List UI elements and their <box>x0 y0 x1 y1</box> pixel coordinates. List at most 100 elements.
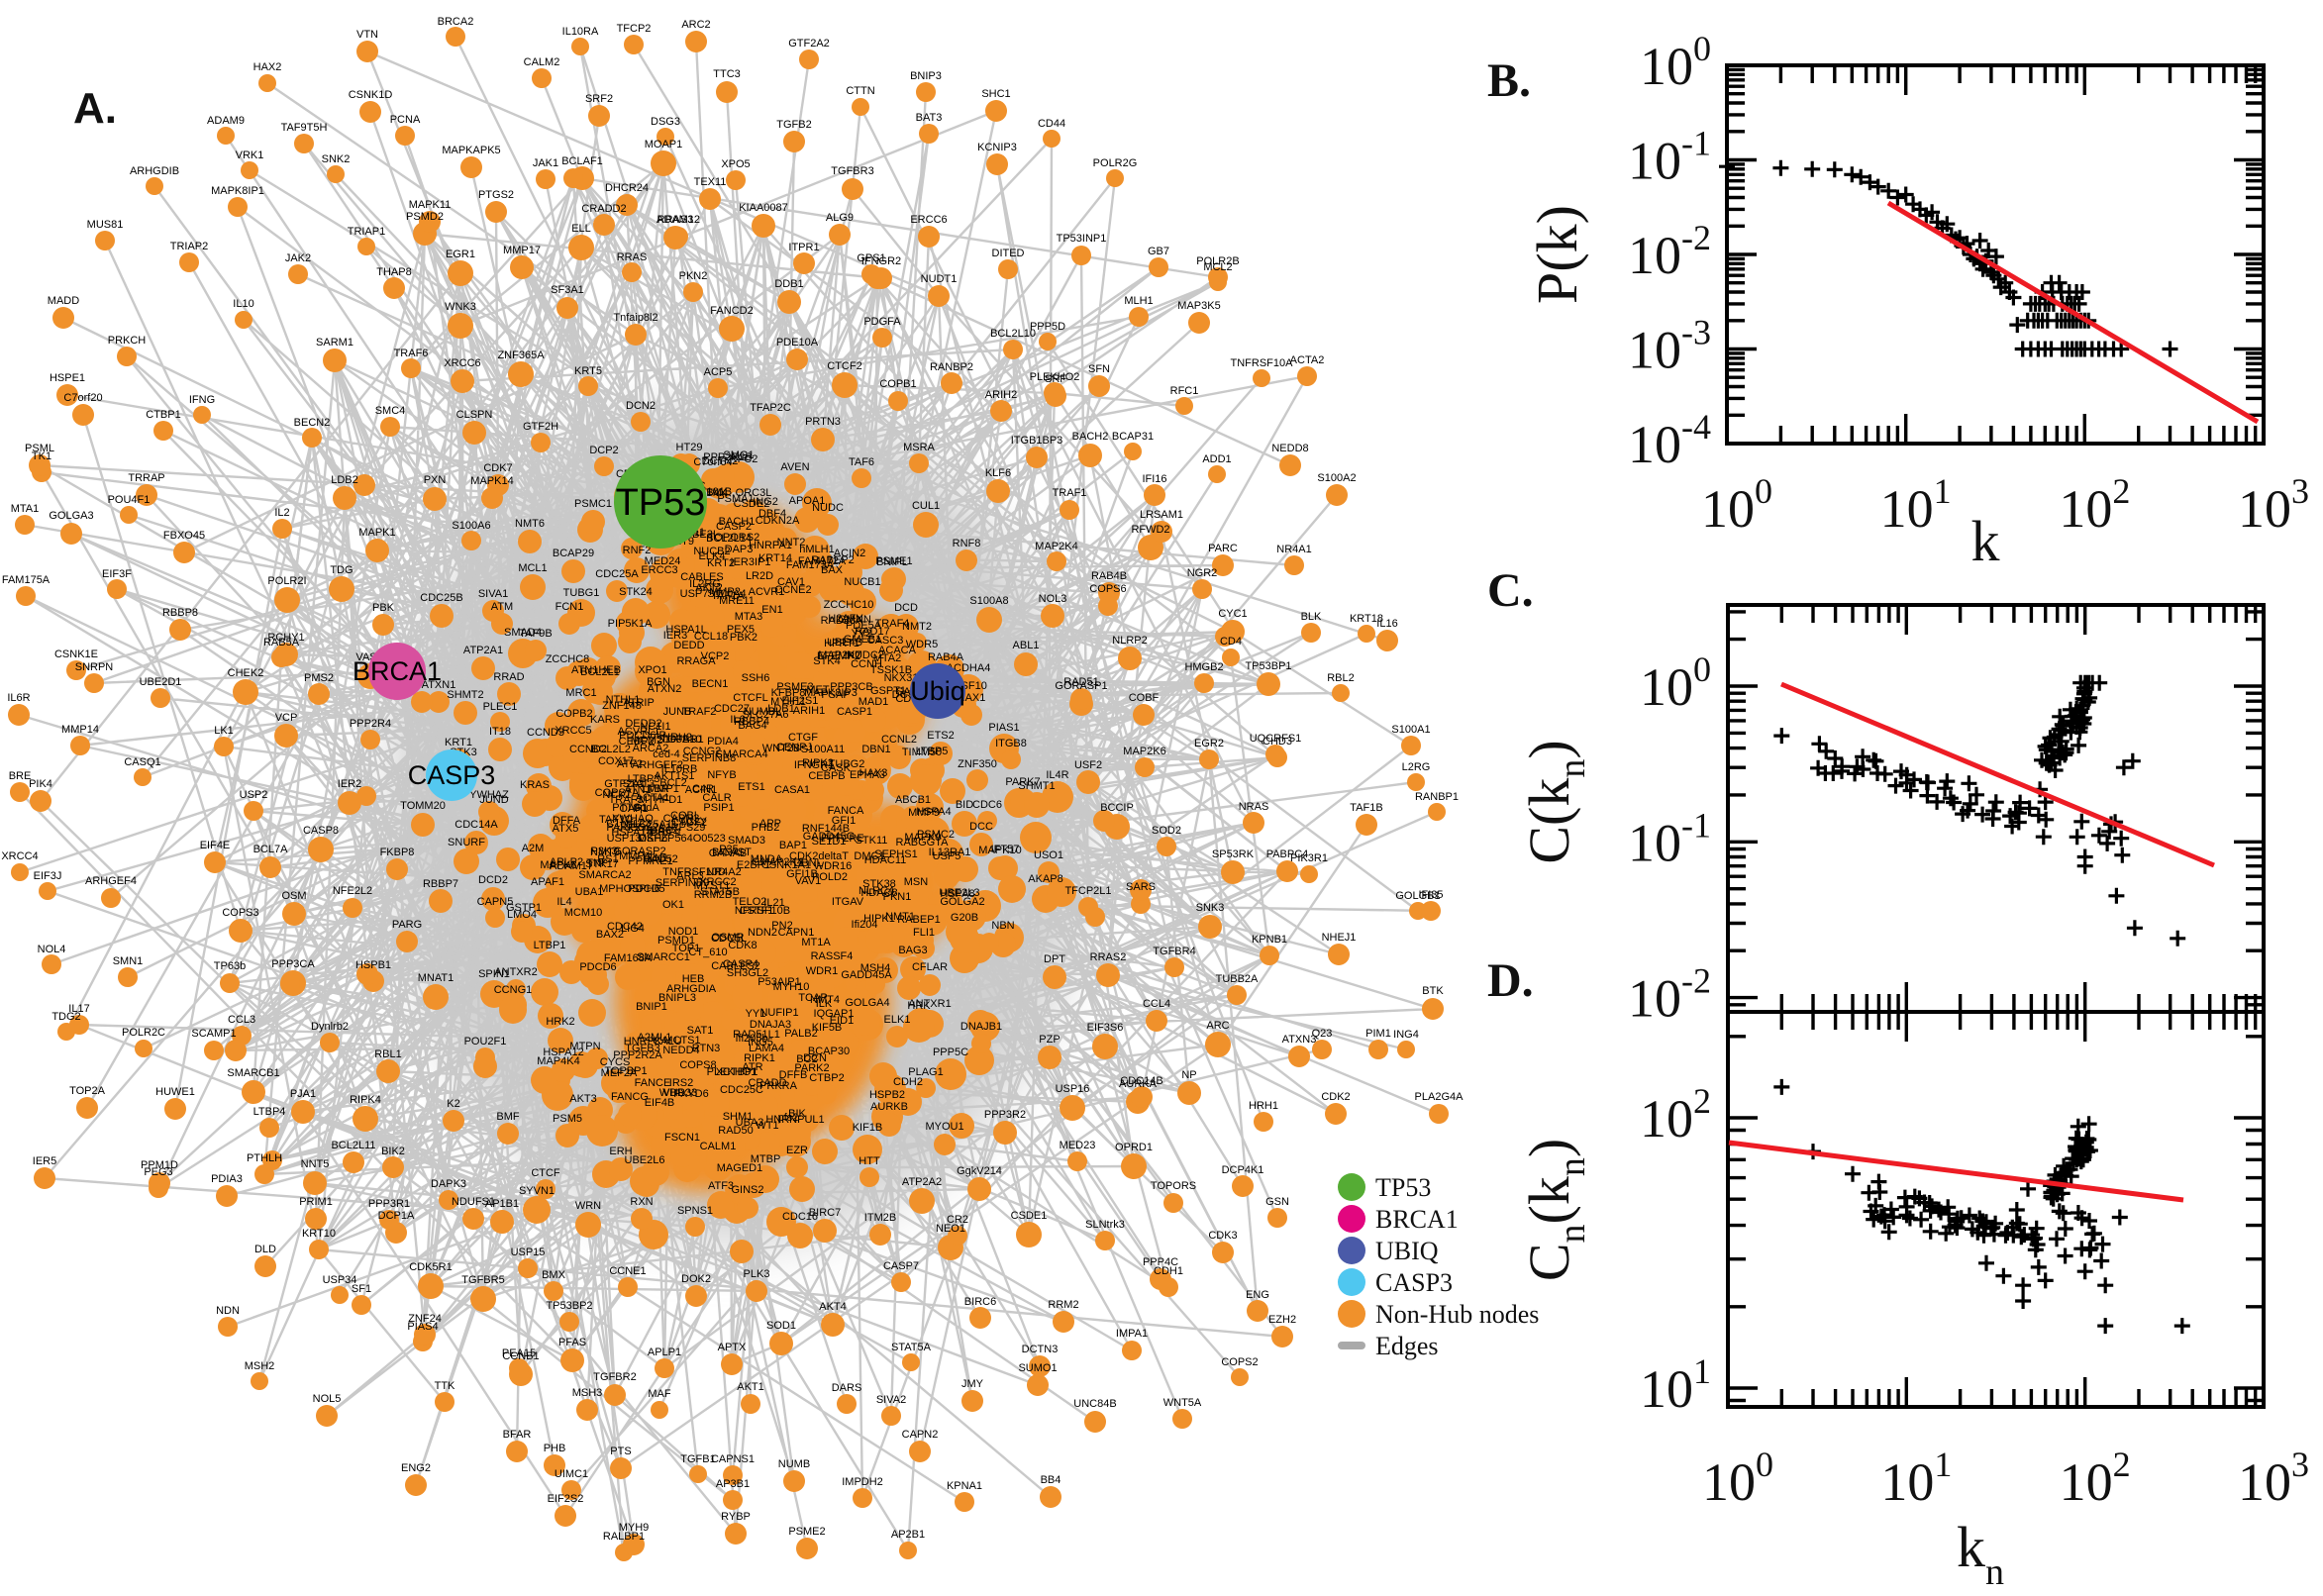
svg-text:CSNK1D: CSNK1D <box>349 89 393 101</box>
svg-text:SPNS1: SPNS1 <box>677 1205 713 1217</box>
svg-text:NUFIP1: NUFIP1 <box>759 1007 798 1019</box>
svg-text:CAPN3: CAPN3 <box>663 813 700 825</box>
svg-text:CASA1: CASA1 <box>774 784 810 796</box>
svg-text:SNK2: SNK2 <box>322 153 351 165</box>
svg-text:PLK3: PLK3 <box>744 1268 770 1280</box>
svg-text:RAD51: RAD51 <box>1063 676 1098 688</box>
svg-text:DCP2: DCP2 <box>589 445 618 456</box>
svg-text:RS1: RS1 <box>597 853 618 865</box>
svg-text:MAPK14: MAPK14 <box>470 475 513 487</box>
svg-text:CCNE1: CCNE1 <box>609 1265 646 1277</box>
svg-text:BAG4: BAG4 <box>738 720 766 732</box>
svg-text:AKT1S1: AKT1S1 <box>655 770 695 782</box>
svg-text:D.: D. <box>1487 954 1534 1007</box>
svg-text:PSMC1: PSMC1 <box>574 498 612 510</box>
svg-text:PTS: PTS <box>610 1446 631 1457</box>
svg-text:DSG3: DSG3 <box>651 116 680 128</box>
svg-text:HAX3: HAX3 <box>859 767 888 779</box>
svg-text:GOLGA4: GOLGA4 <box>845 997 889 1009</box>
svg-text:TGFBR1: TGFBR1 <box>660 734 703 746</box>
svg-text:MMP1: MMP1 <box>648 783 679 795</box>
svg-text:OSMR: OSMR <box>712 932 745 944</box>
svg-text:PDIA3: PDIA3 <box>211 1173 243 1185</box>
svg-text:MCL2: MCL2 <box>1203 261 1232 273</box>
svg-text:BFAR: BFAR <box>503 1429 532 1441</box>
svg-text:MTBP: MTBP <box>751 1153 781 1165</box>
svg-text:STK24: STK24 <box>619 586 653 598</box>
svg-text:EGR1: EGR1 <box>446 249 475 260</box>
svg-text:JUNB: JUNB <box>663 706 692 718</box>
svg-text:UBE2L3: UBE2L3 <box>940 887 980 899</box>
svg-text:BRIP1: BRIP1 <box>651 827 682 839</box>
svg-text:SRF: SRF <box>1045 373 1066 385</box>
svg-text:TGFB3: TGFB3 <box>625 1043 659 1054</box>
svg-text:TOPBP1: TOPBP1 <box>604 1065 647 1077</box>
svg-text:TAF1B: TAF1B <box>1350 802 1382 814</box>
svg-text:PDCD6: PDCD6 <box>579 961 616 973</box>
svg-text:TGFBR4: TGFBR4 <box>1153 946 1195 957</box>
svg-text:HSPB1: HSPB1 <box>355 959 391 971</box>
svg-text:NMT3: NMT3 <box>590 847 620 858</box>
svg-text:DNAJB1: DNAJB1 <box>960 1021 1002 1033</box>
svg-text:BRCA1: BRCA1 <box>1375 1205 1459 1234</box>
svg-text:VHL: VHL <box>662 1087 683 1099</box>
svg-text:WNT5A: WNT5A <box>1163 1397 1202 1409</box>
svg-text:ETS2: ETS2 <box>927 730 955 742</box>
svg-text:TAF9B: TAF9B <box>519 628 552 640</box>
svg-text:POU2F1: POU2F1 <box>464 1036 507 1047</box>
svg-text:NNT5: NNT5 <box>301 1158 330 1170</box>
svg-text:APOA1: APOA1 <box>789 495 826 507</box>
svg-text:COL2A1: COL2A1 <box>630 822 671 834</box>
svg-text:CASC3: CASC3 <box>867 635 904 647</box>
svg-text:BCL2L14: BCL2L14 <box>706 533 752 545</box>
svg-text:CDH1: CDH1 <box>1154 1265 1183 1277</box>
svg-text:HMGB2: HMGB2 <box>1184 661 1223 673</box>
svg-text:CALU: CALU <box>653 1036 681 1047</box>
svg-text:PTTG1: PTTG1 <box>612 802 647 814</box>
svg-text:NEDD4: NEDD4 <box>662 1045 699 1056</box>
svg-text:COBL: COBL <box>670 810 700 822</box>
svg-text:RANBP1: RANBP1 <box>1415 791 1459 803</box>
svg-text:DITED: DITED <box>992 248 1025 259</box>
svg-text:BNIPL: BNIPL <box>876 556 908 568</box>
svg-text:LDB2: LDB2 <box>331 474 358 486</box>
svg-text:BID: BID <box>956 799 973 811</box>
svg-text:C.: C. <box>1487 564 1534 617</box>
svg-text:BACH1: BACH1 <box>719 516 756 528</box>
svg-text:PSMD1: PSMD1 <box>657 935 695 947</box>
svg-text:BECN2: BECN2 <box>294 417 331 429</box>
svg-text:SHM1: SHM1 <box>723 1111 754 1123</box>
svg-text:CDC16: CDC16 <box>782 1211 818 1223</box>
svg-text:IRS2: IRS2 <box>669 1077 693 1089</box>
svg-text:BAP1: BAP1 <box>779 840 807 851</box>
svg-text:SCAMP1: SCAMP1 <box>191 1028 236 1040</box>
svg-text:RIPK2: RIPK2 <box>802 757 834 769</box>
svg-text:CASP4: CASP4 <box>723 958 758 970</box>
svg-text:TRAF4: TRAF4 <box>875 618 910 630</box>
svg-text:TDG2: TDG2 <box>51 1011 80 1023</box>
svg-text:ELK1: ELK1 <box>884 1014 911 1026</box>
svg-text:ITPR1: ITPR1 <box>788 242 819 253</box>
svg-text:AURKA: AURKA <box>1119 1078 1158 1090</box>
svg-text:STK11: STK11 <box>856 835 888 847</box>
svg-text:PSMC2: PSMC2 <box>917 829 955 841</box>
svg-text:CTBP2: CTBP2 <box>809 1072 844 1084</box>
svg-text:IFNGR2: IFNGR2 <box>861 255 901 267</box>
svg-text:BECN1: BECN1 <box>692 678 729 690</box>
svg-text:MMP4: MMP4 <box>619 850 651 862</box>
svg-text:ITGB1BP3: ITGB1BP3 <box>1011 435 1063 447</box>
svg-text:102: 102 <box>1640 1081 1711 1148</box>
svg-text:ACIN1: ACIN1 <box>685 784 717 796</box>
svg-text:SMAD3: SMAD3 <box>728 835 765 847</box>
svg-text:HSPA8: HSPA8 <box>940 888 974 900</box>
svg-text:RAD23A: RAD23A <box>821 615 863 627</box>
svg-text:KIF5B: KIF5B <box>812 1022 843 1034</box>
svg-text:CALM2: CALM2 <box>524 56 560 68</box>
svg-text:PARP2: PARP2 <box>606 822 641 834</box>
svg-text:PTHLH: PTHLH <box>247 1152 282 1164</box>
svg-text:BCAP30: BCAP30 <box>808 1046 850 1057</box>
svg-text:MAPK10: MAPK10 <box>978 845 1021 856</box>
svg-text:ZCCHC10: ZCCHC10 <box>824 599 874 611</box>
svg-text:ELL: ELL <box>571 223 591 235</box>
svg-text:ATRIP: ATRIP <box>623 697 655 709</box>
